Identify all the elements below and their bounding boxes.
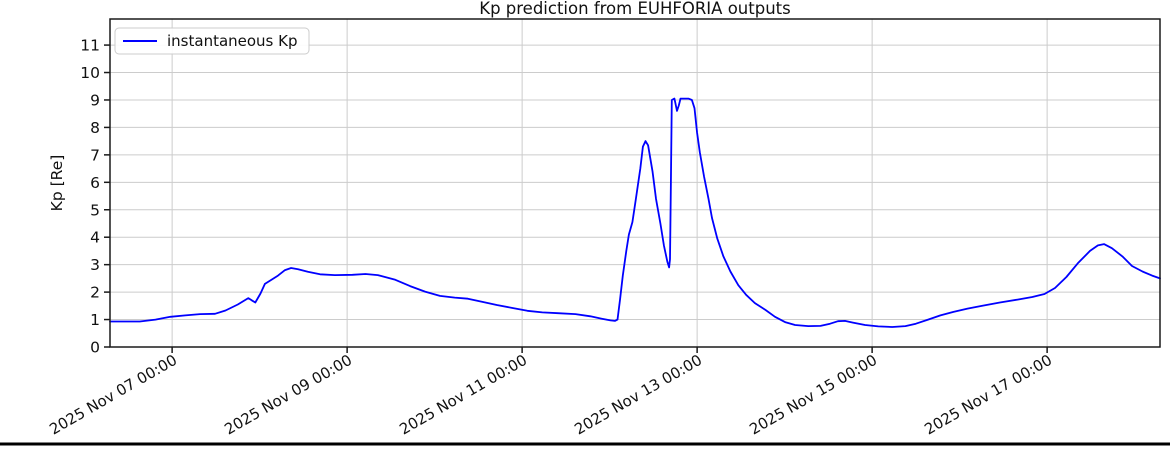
legend-label: instantaneous Kp — [167, 32, 298, 50]
x-tick-label: 2025 Nov 15 00:00 — [746, 351, 880, 439]
x-tick-label: 2025 Nov 13 00:00 — [571, 351, 705, 439]
y-axis-label: Kp [Re] — [48, 155, 66, 212]
x-tick-label: 2025 Nov 07 00:00 — [46, 351, 180, 439]
y-tick-label: 2 — [90, 284, 100, 302]
x-tick-label: 2025 Nov 09 00:00 — [221, 351, 355, 439]
axes-layer — [104, 18, 1161, 353]
y-tick-label: 5 — [90, 201, 100, 219]
y-tick-label: 0 — [90, 339, 100, 357]
kp-series-line — [109, 97, 1161, 328]
grid-layer — [110, 19, 1160, 348]
legend: instantaneous Kp — [114, 27, 310, 55]
x-tick-label: 2025 Nov 17 00:00 — [921, 351, 1055, 439]
y-tick-label: 4 — [90, 229, 100, 247]
y-tick-label: 3 — [90, 256, 100, 274]
series-layer — [109, 97, 1161, 328]
y-tick-label: 7 — [90, 146, 100, 164]
plot-spines — [109, 18, 1161, 348]
y-tick-label: 10 — [80, 64, 100, 82]
y-tick-label: 6 — [90, 174, 100, 192]
y-tick-label: 8 — [90, 119, 100, 137]
legend-box — [114, 27, 310, 55]
y-tick-label: 9 — [90, 91, 100, 109]
x-tick-label: 2025 Nov 11 00:00 — [396, 351, 530, 439]
y-tick-label: 11 — [80, 37, 100, 55]
y-tick-label: 1 — [90, 311, 100, 329]
chart-title: Kp prediction from EUHFORIA outputs — [479, 0, 790, 18]
